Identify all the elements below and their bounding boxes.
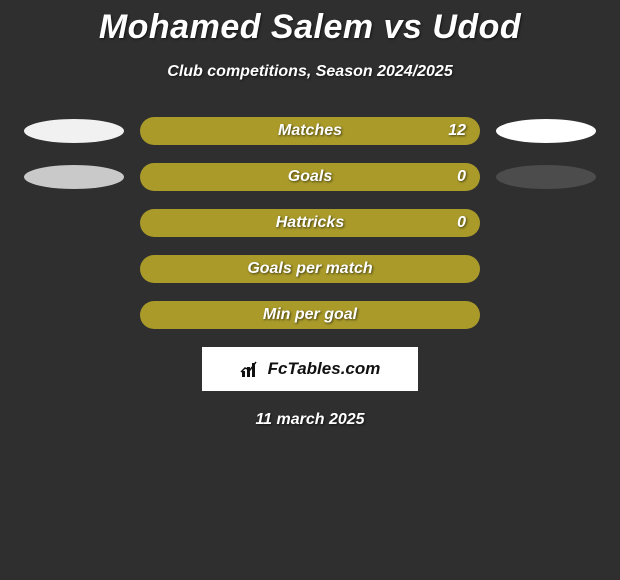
stat-bar: Hattricks 0	[140, 209, 480, 237]
stat-value: 0	[457, 168, 466, 186]
stat-bar: Goals 0	[140, 163, 480, 191]
right-player-ellipse	[496, 119, 596, 143]
subtitle: Club competitions, Season 2024/2025	[0, 63, 620, 81]
stat-row-gpm: Goals per match	[0, 255, 620, 283]
right-player-ellipse	[496, 165, 596, 189]
stat-bar: Goals per match	[140, 255, 480, 283]
stat-bar: Matches 12	[140, 117, 480, 145]
fctables-logo: FcTables.com	[202, 347, 418, 391]
left-player-ellipse	[24, 119, 124, 143]
logo-text: FcTables.com	[268, 359, 381, 379]
stat-row-goals: Goals 0	[0, 163, 620, 191]
stat-bar: Min per goal	[140, 301, 480, 329]
stats-container: Matches 12 Goals 0 Hattricks 0 Goals per…	[0, 117, 620, 329]
stat-row-matches: Matches 12	[0, 117, 620, 145]
left-player-ellipse	[24, 165, 124, 189]
stat-row-mpg: Min per goal	[0, 301, 620, 329]
stat-label: Matches	[278, 122, 342, 140]
date-label: 11 march 2025	[0, 411, 620, 429]
page-title: Mohamed Salem vs Udod	[0, 0, 620, 47]
stat-label: Min per goal	[263, 306, 357, 324]
stat-value: 12	[448, 122, 466, 140]
chart-icon	[240, 359, 262, 379]
stat-row-hattricks: Hattricks 0	[0, 209, 620, 237]
stat-label: Goals per match	[247, 260, 372, 278]
stat-value: 0	[457, 214, 466, 232]
stat-label: Goals	[288, 168, 332, 186]
stat-label: Hattricks	[276, 214, 344, 232]
